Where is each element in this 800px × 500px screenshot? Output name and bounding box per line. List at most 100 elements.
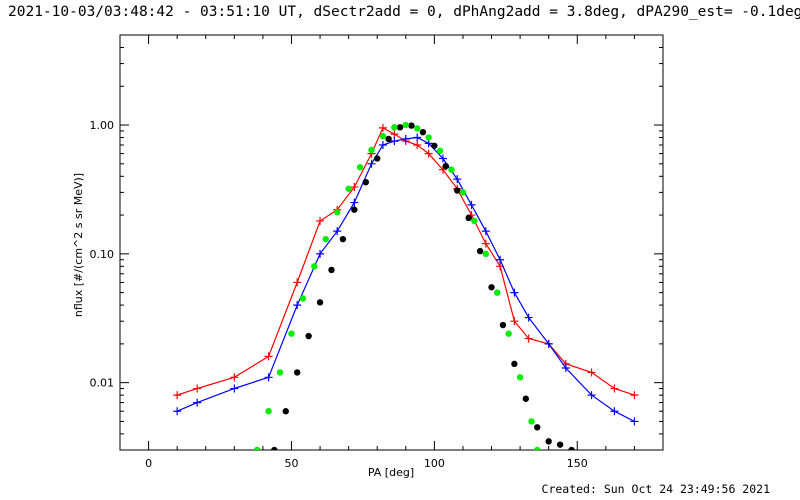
data-point: [362, 178, 369, 186]
data-point: [271, 446, 278, 450]
data-point: [471, 217, 478, 225]
data-point: [413, 133, 422, 142]
data-point: [436, 147, 444, 155]
data-point: [511, 360, 518, 368]
data-point: [459, 189, 467, 196]
data-point: [316, 216, 325, 225]
data-point: [556, 441, 564, 448]
data-point: [610, 384, 619, 393]
data-point: [524, 313, 533, 322]
data-point: [481, 239, 490, 248]
series-layer: [173, 121, 639, 450]
data-point: [253, 446, 261, 450]
x-tick-label: 0: [145, 457, 152, 470]
data-point: [193, 398, 202, 407]
data-point: [396, 124, 404, 131]
data-point: [316, 249, 325, 258]
data-point: [568, 446, 575, 450]
data-point: [265, 408, 272, 415]
x-tick-label: 150: [567, 457, 588, 470]
data-point: [414, 125, 421, 132]
data-point: [630, 417, 639, 426]
data-point: [378, 140, 387, 149]
data-point: [333, 227, 342, 236]
data-point: [534, 424, 541, 431]
data-point: [299, 295, 307, 302]
y-tick-label: 0.10: [90, 248, 115, 261]
data-point: [408, 122, 415, 129]
data-point: [288, 330, 295, 337]
x-axis-label: PA [deg]: [368, 466, 414, 479]
data-point: [510, 288, 519, 297]
data-point: [322, 235, 329, 243]
data-point: [481, 227, 490, 236]
data-point: [438, 154, 447, 163]
data-point: [488, 284, 495, 291]
data-point: [545, 438, 552, 445]
data-point: [264, 352, 273, 361]
data-point: [499, 321, 507, 329]
data-point: [522, 395, 530, 402]
series-line: [176, 136, 635, 422]
data-point: [402, 121, 409, 129]
data-point: [379, 132, 387, 140]
data-point: [173, 407, 182, 416]
data-point: [316, 299, 324, 306]
data-point: [293, 301, 302, 310]
data-point: [345, 185, 352, 192]
data-point: [328, 266, 335, 274]
data-point: [351, 206, 358, 213]
x-tick-label: 100: [424, 457, 445, 470]
data-point: [494, 289, 501, 296]
data-point: [293, 369, 301, 376]
x-tick-label: 50: [284, 457, 298, 470]
data-point: [367, 159, 376, 168]
data-point: [305, 332, 312, 340]
data-point: [334, 209, 341, 216]
data-point: [467, 200, 476, 209]
data-point: [534, 446, 541, 450]
data-point: [505, 330, 512, 337]
data-point: [390, 137, 399, 146]
data-point: [482, 250, 490, 258]
data-point: [610, 407, 619, 416]
data-point: [425, 134, 432, 141]
data-point: [465, 214, 472, 222]
data-point: [524, 334, 533, 343]
data-point: [448, 166, 455, 173]
data-point: [282, 408, 289, 415]
data-point: [230, 373, 239, 382]
series-line: [177, 127, 635, 396]
data-point: [339, 235, 347, 243]
data-point: [374, 155, 381, 162]
chart-title: 2021-10-03/03:48:42 - 03:51:10 UT, dSect…: [8, 4, 800, 20]
data-point: [230, 384, 239, 393]
data-point: [350, 183, 359, 192]
series-red: [173, 123, 639, 400]
axis-ticks: 0 50 100 150 0.01 0.10 1.00: [90, 34, 663, 470]
data-point: [496, 255, 505, 264]
data-point: [264, 373, 273, 382]
data-point: [630, 391, 639, 400]
data-point: [391, 124, 398, 131]
data-point: [368, 146, 375, 154]
data-point: [587, 391, 596, 400]
data-point: [476, 247, 484, 255]
series-black: [271, 122, 575, 450]
data-point: [544, 339, 553, 348]
plot-frame: [119, 34, 664, 451]
created-timestamp: Created: Sun Oct 24 23:49:56 2021: [541, 482, 770, 496]
data-point: [311, 263, 318, 270]
data-point: [424, 149, 433, 158]
data-point: [419, 128, 427, 136]
data-point: [390, 130, 399, 139]
y-tick-label: 1.00: [90, 119, 115, 132]
data-point: [453, 175, 462, 184]
data-point: [173, 391, 182, 400]
series-blue: [173, 133, 639, 426]
data-point: [454, 187, 461, 194]
data-point: [528, 418, 535, 425]
data-point: [385, 135, 392, 143]
data-point: [442, 162, 449, 170]
